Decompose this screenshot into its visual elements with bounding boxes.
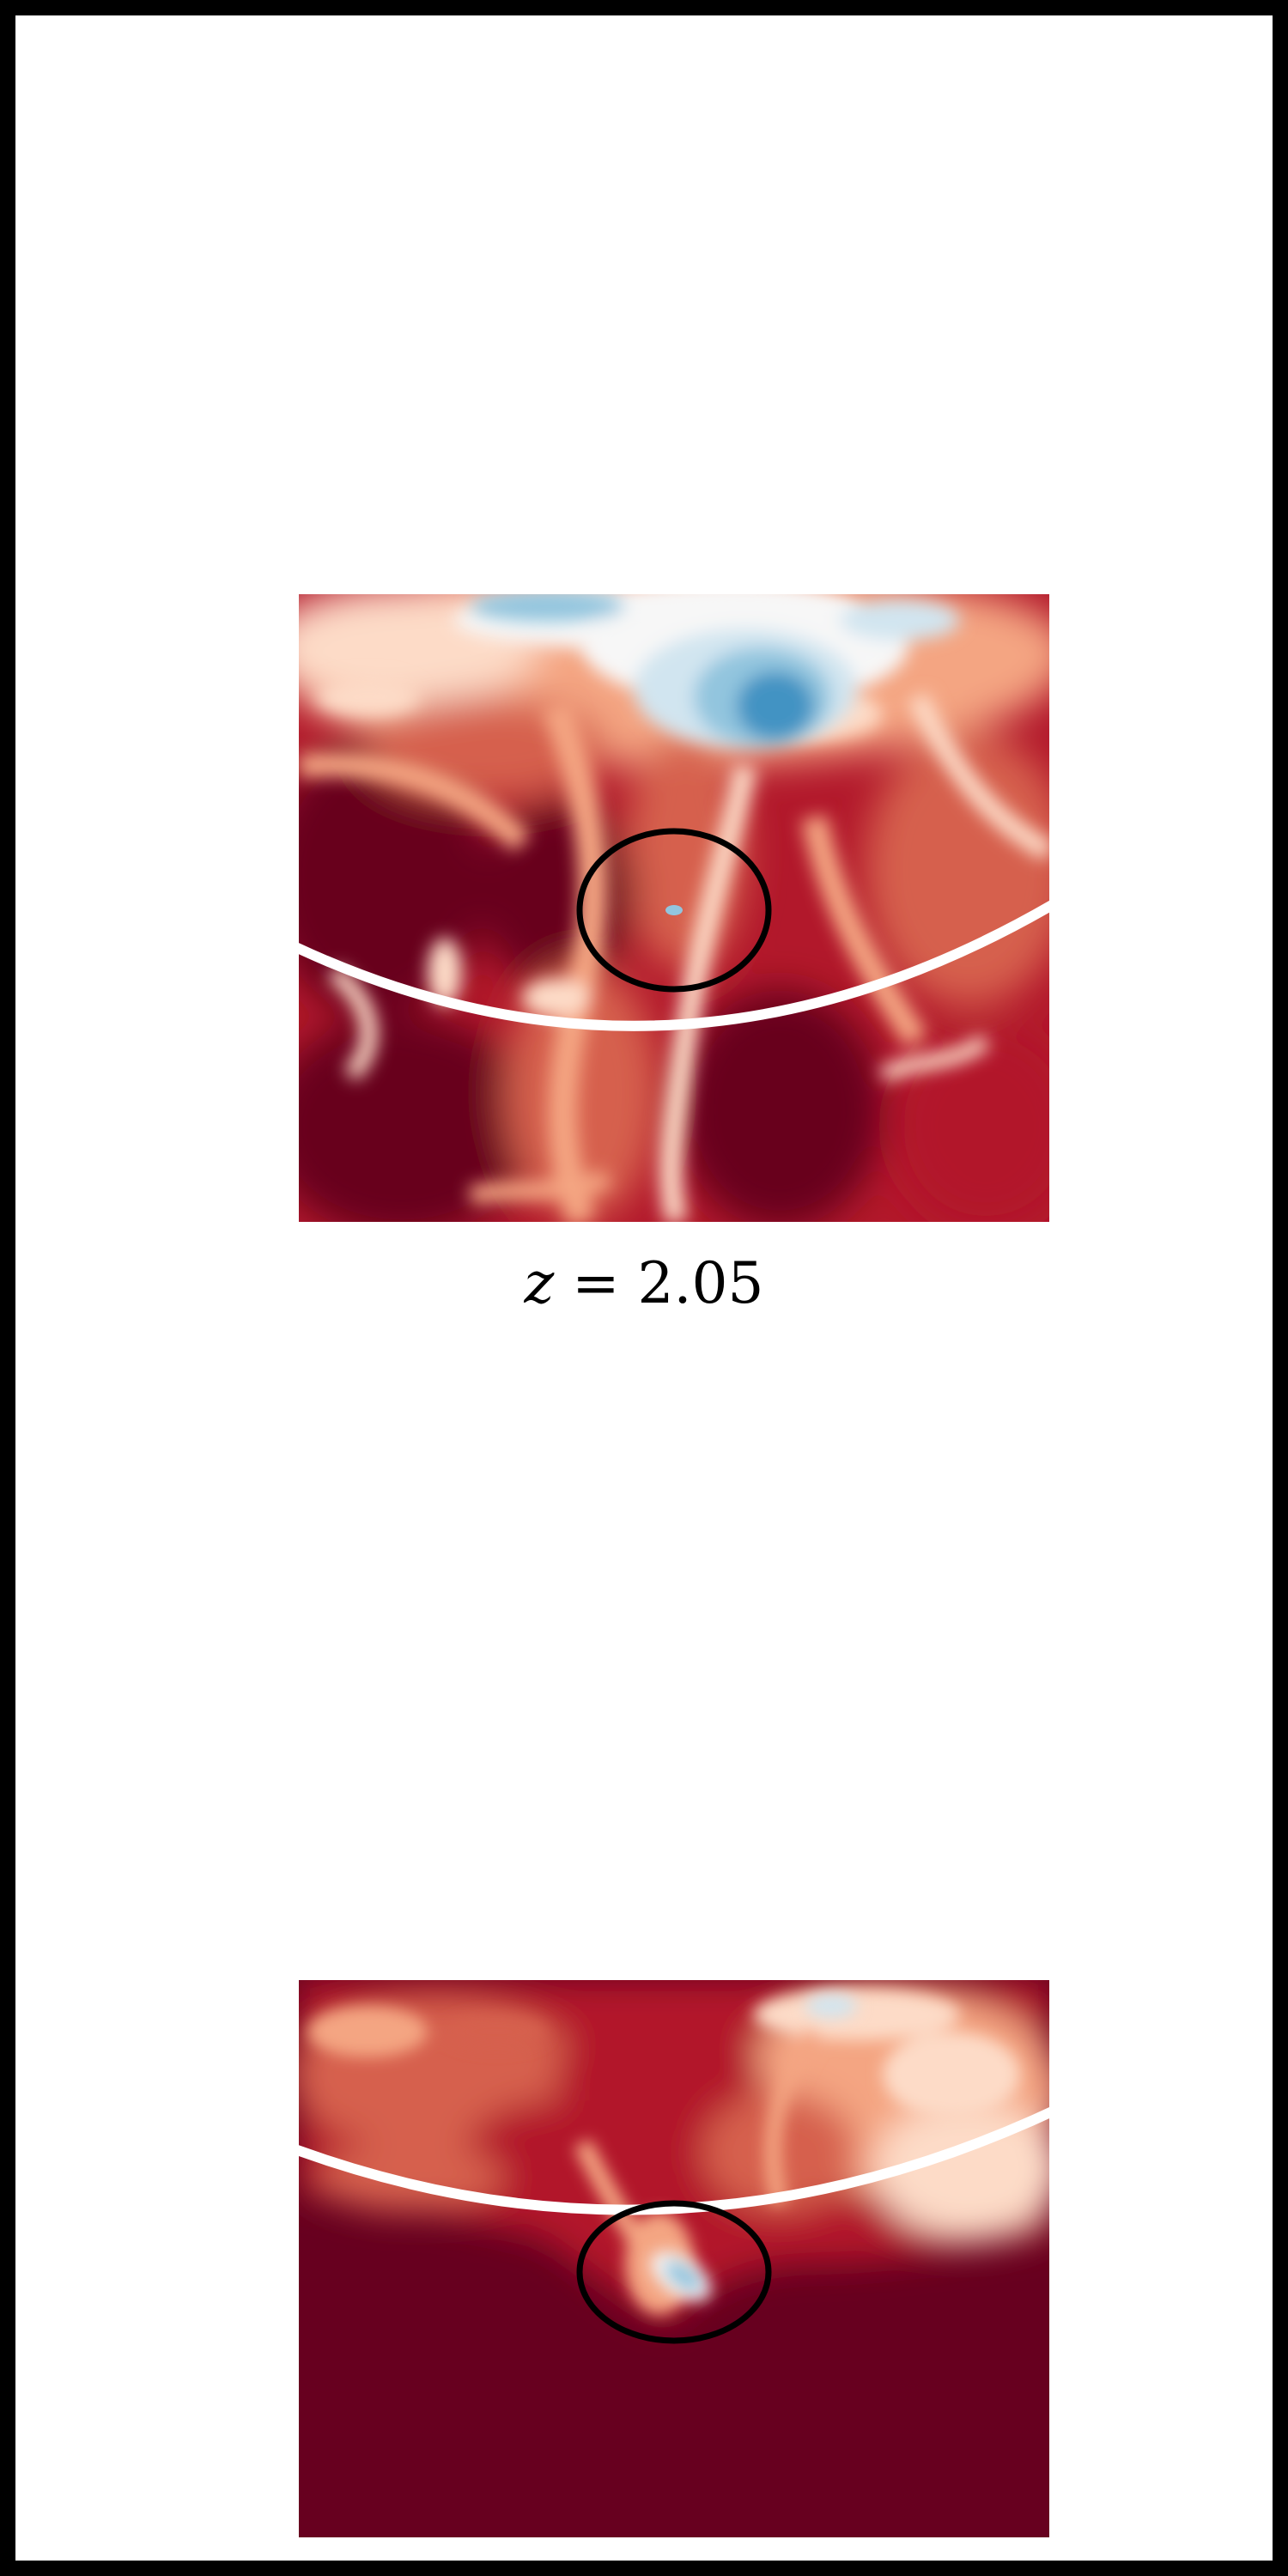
bottom-black-ellipse-marker xyxy=(576,2200,772,2344)
top-black-ellipse-marker xyxy=(576,828,772,993)
top-blue-speck xyxy=(665,905,683,915)
bottom-image-panel xyxy=(299,1980,1049,2537)
top-image-panel xyxy=(299,594,1049,1222)
redshift-equals: = xyxy=(554,1250,638,1316)
bottom-white-arc xyxy=(299,2106,1049,2215)
bottom-blue-region xyxy=(650,1994,857,2302)
top-white-arc xyxy=(299,900,1049,1031)
top-blue-region xyxy=(471,594,960,749)
redshift-value: 2.05 xyxy=(637,1250,764,1316)
redshift-label: z = 2.05 xyxy=(429,1249,859,1318)
redshift-variable: z xyxy=(524,1250,555,1316)
